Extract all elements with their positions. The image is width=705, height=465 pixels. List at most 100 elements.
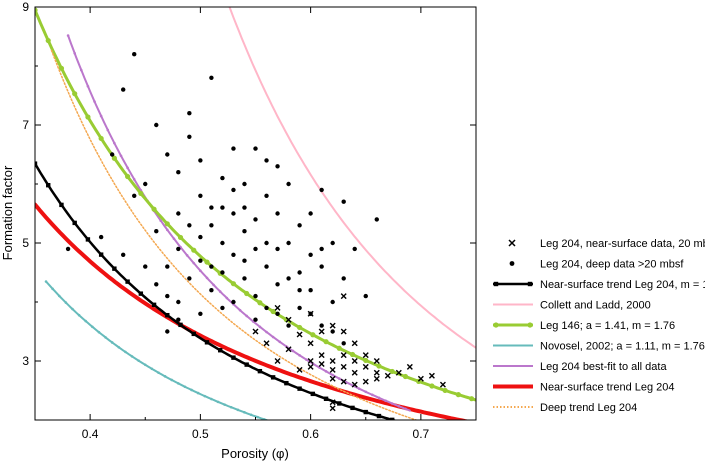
deep-data-point — [198, 193, 203, 198]
curve-marker-tick — [86, 84, 90, 88]
deep-data-point — [286, 323, 291, 328]
curve-marker-tick — [395, 453, 398, 456]
deep-data-point — [308, 252, 313, 257]
deep-data-point — [352, 246, 357, 252]
near-surface-data-point — [362, 363, 369, 370]
legend-dot-marker — [527, 322, 533, 328]
curve-marker-tick — [104, 336, 107, 339]
curve-marker-tick — [384, 399, 387, 403]
deep-data-point — [165, 152, 170, 157]
legend-item: Near-surface trend Leg 204, m = 1.76 — [493, 279, 705, 291]
curve-marker-dot — [270, 308, 276, 315]
legend-item: Novosel, 2002; a = 1.11, m = 1.76 — [493, 341, 705, 353]
curve-marker-tick — [177, 382, 180, 385]
curve-marker-tick — [265, 330, 268, 334]
curve-marker-square — [178, 322, 183, 328]
curve-marker-dot — [349, 351, 356, 358]
curve-marker-tick — [356, 444, 359, 447]
curve-collett-and-ladd-2000 — [228, 7, 476, 349]
curve-marker-tick — [57, 294, 61, 298]
curve-marker-dot — [177, 234, 184, 241]
deep-data-point — [65, 246, 71, 252]
curve-marker-tick — [170, 378, 174, 382]
legend-item: Leg 146; a = 1.41, m = 1.76 — [493, 320, 675, 332]
curve-marker-tick — [196, 391, 200, 395]
curve-marker-tick — [172, 237, 176, 240]
near-surface-data-point — [296, 331, 303, 338]
near-surface-data-point — [329, 375, 336, 382]
deep-data-point — [264, 305, 269, 311]
curve-marker-tick — [66, 34, 70, 37]
curve-marker-dot — [442, 387, 448, 394]
curve-marker-square — [98, 252, 104, 257]
deep-data-point — [187, 111, 192, 116]
deep-data-point — [242, 258, 247, 263]
deep-data-point — [176, 246, 181, 252]
curve-marker-square — [403, 421, 407, 425]
deep-data-point — [231, 299, 236, 305]
curve-marker-tick — [256, 415, 260, 419]
curve-marker-dot — [402, 373, 409, 380]
curve-marker-tick — [110, 341, 114, 344]
deep-data-point — [209, 264, 214, 269]
curve-marker-square — [204, 340, 210, 345]
x-marker-stroke — [351, 369, 358, 376]
curve-marker-tick — [185, 254, 189, 257]
curve-marker-tick — [238, 308, 242, 312]
curve-marker-dot — [257, 300, 263, 306]
deep-data-point — [176, 170, 181, 175]
curve-marker-square — [456, 434, 460, 438]
deep-data-point — [242, 181, 247, 187]
x-marker-stroke — [307, 358, 314, 364]
y-tick-label: 3 — [22, 354, 29, 368]
legend-label: Leg 204, near-surface data, 20 mbsf — [540, 238, 705, 250]
curve-marker-dot — [429, 383, 435, 389]
curve-marker-tick — [93, 100, 96, 103]
deep-data-point — [253, 246, 258, 252]
x-tick-label: 0.4 — [82, 427, 99, 441]
curve-marker-square — [72, 220, 77, 226]
curve-marker-tick — [349, 442, 352, 445]
near-surface-data-point — [439, 381, 446, 388]
legend-label: Deep trend Leg 204 — [540, 402, 637, 414]
near-surface-data-point — [329, 405, 336, 412]
curve-marker-square — [46, 183, 51, 188]
curve-marker-tick — [71, 307, 74, 311]
y-tick-label: 7 — [22, 118, 29, 132]
curve-marker-tick — [163, 375, 167, 378]
x-marker-stroke — [340, 328, 347, 335]
legend: Leg 204, near-surface data, 20 mbsf Leg 2… — [493, 238, 705, 414]
curve-marker-tick — [364, 390, 368, 394]
curve-marker-tick — [64, 301, 68, 304]
near-surface-data-point — [329, 358, 336, 364]
deep-data-point — [341, 276, 346, 281]
curve-marker-tick — [375, 448, 378, 451]
x-marker-stroke — [307, 363, 314, 370]
deep-data-point — [341, 341, 346, 346]
x-marker-stroke — [340, 363, 347, 370]
deep-data-point — [220, 175, 225, 181]
deep-data-point — [121, 87, 126, 92]
curve-marker-tick — [117, 345, 121, 349]
legend-item: Leg 204, deep data >20 mbsf — [509, 259, 684, 271]
curve-marker-tick — [192, 261, 196, 265]
deep-data-point — [297, 305, 302, 311]
deep-data-point — [198, 158, 203, 163]
x-marker-stroke — [329, 405, 336, 412]
near-surface-data-point — [428, 372, 435, 379]
curve-marker-dot — [336, 345, 342, 351]
deep-data-point — [132, 52, 137, 57]
near-surface-data-point — [307, 363, 314, 370]
curve-deep-trend-leg-204 — [50, 49, 419, 420]
curve-marker-tick — [203, 394, 207, 398]
curve-marker-square — [443, 431, 447, 435]
deep-data-point — [231, 211, 236, 216]
x-marker-stroke — [329, 375, 336, 382]
curve-marker-tick — [337, 377, 341, 380]
x-marker-stroke — [362, 378, 369, 385]
deep-data-point — [187, 223, 192, 228]
curve-marker-dot — [310, 332, 316, 338]
curve-marker-tick — [51, 287, 54, 291]
deep-data-point — [165, 329, 170, 334]
curve-marker-square — [151, 302, 157, 307]
